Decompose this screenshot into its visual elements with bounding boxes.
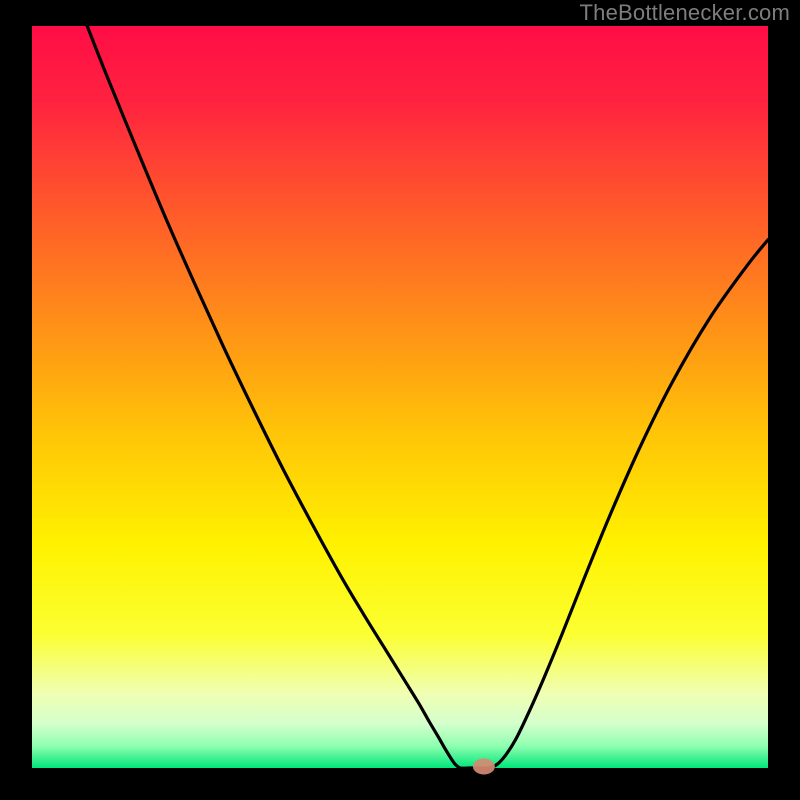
optimal-point-marker: [473, 759, 495, 775]
plot-area-gradient: [32, 26, 768, 768]
watermark-text: TheBottlenecker.com: [580, 0, 790, 26]
bottleneck-chart: [0, 0, 800, 800]
